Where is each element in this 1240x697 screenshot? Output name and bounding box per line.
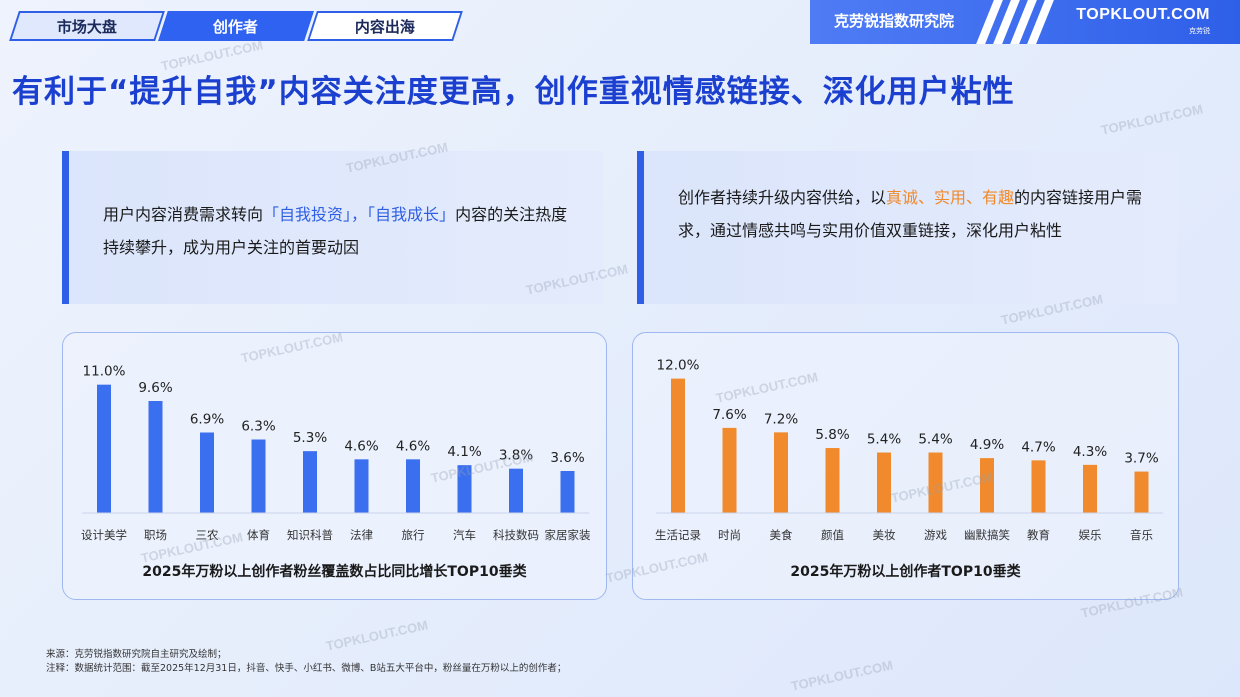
bar-职场 bbox=[148, 401, 163, 513]
value-label: 4.6% bbox=[396, 438, 430, 454]
bar-汽车 bbox=[457, 465, 472, 513]
category-label: 生活记录 bbox=[655, 528, 701, 542]
insight-card-right: 创作者持续升级内容供给，以真诚、实用、有趣的内容链接用户需求，通过情感共鸣与实用… bbox=[637, 151, 1177, 304]
highlight-keywords: 真诚、实用、有趣 bbox=[886, 188, 1015, 207]
highlight-separator: ， bbox=[351, 205, 368, 224]
insight-card-left: 用户内容消费需求转向「自我投资」，「自我成长」内容的关注热度持续攀升，成为用户关… bbox=[62, 151, 603, 304]
tab-overseas[interactable]: 内容出海 bbox=[307, 11, 463, 41]
chart-panel-top10: 12.0% 生活记录 7.6% 时尚 7.2% 美食 5.8% 颜值 5.4% 美妆 5.4% 游戏 4… bbox=[632, 332, 1179, 600]
category-label: 家居家装 bbox=[545, 528, 591, 542]
bar-音乐 bbox=[1134, 471, 1149, 513]
category-label: 汽车 bbox=[453, 528, 476, 542]
tab-market-label: 市场大盘 bbox=[56, 17, 117, 36]
value-label: 4.6% bbox=[344, 438, 378, 454]
brand-logo-sub: 克劳锐 bbox=[1189, 27, 1210, 35]
bar-时尚 bbox=[722, 427, 737, 513]
value-label: 9.6% bbox=[138, 380, 172, 396]
watermark: TOPKLOUT.COM bbox=[1099, 101, 1205, 138]
value-label: 4.9% bbox=[970, 437, 1004, 453]
bar-游戏 bbox=[928, 452, 943, 513]
institute-name: 克劳锐指数研究院 bbox=[834, 12, 955, 30]
value-label: 4.1% bbox=[447, 444, 481, 460]
page-title: 有利于“提升自我”内容关注度更高，创作重视情感链接、深化用户粘性 bbox=[12, 74, 1015, 110]
value-label: 7.2% bbox=[764, 411, 798, 427]
value-label: 4.7% bbox=[1021, 439, 1055, 455]
tab-market[interactable]: 市场大盘 bbox=[9, 11, 165, 41]
category-label: 时尚 bbox=[718, 528, 741, 542]
value-label: 6.3% bbox=[241, 419, 275, 435]
insight-text-left: 用户内容消费需求转向「自我投资」，「自我成长」内容的关注热度持续攀升，成为用户关… bbox=[103, 198, 583, 264]
scope-note: 注释：数据统计范围：截至2025年12月31日，抖音、快手、小红书、微博、B站五… bbox=[46, 663, 567, 674]
category-label: 幽默搞笑 bbox=[964, 528, 1010, 542]
watermark: TOPKLOUT.COM bbox=[789, 657, 895, 694]
bar-教育 bbox=[1031, 460, 1046, 513]
bar-设计美学 bbox=[97, 384, 111, 513]
bar-知识科普 bbox=[303, 451, 317, 513]
bar-三农 bbox=[200, 432, 214, 513]
insight-right-before: 创作者持续升级内容供给，以 bbox=[678, 188, 887, 207]
value-label: 12.0% bbox=[657, 358, 700, 374]
tab-creators-label: 创作者 bbox=[213, 17, 259, 36]
value-label: 11.0% bbox=[83, 364, 126, 380]
chart-title-growth: 2025年万粉以上创作者粉丝覆盖数占比同比增长TOP10垂类 bbox=[142, 564, 527, 580]
bar-颜值 bbox=[825, 448, 840, 513]
footnotes: 来源：克劳锐指数研究院自主研究及绘制； 注释：数据统计范围：截至2025年12月… bbox=[46, 648, 566, 676]
bar-生活记录 bbox=[671, 378, 685, 513]
category-label: 游戏 bbox=[924, 528, 947, 542]
bar-旅行 bbox=[406, 459, 420, 513]
category-label: 颜值 bbox=[821, 528, 844, 542]
category-label: 三农 bbox=[196, 528, 219, 542]
bar-娱乐 bbox=[1083, 464, 1097, 513]
bar-幽默搞笑 bbox=[980, 458, 994, 513]
highlight-self-investment: 「自我投资」 bbox=[263, 205, 352, 224]
brand-bar: 克劳锐指数研究院 TOPKLOUT.COM 克劳锐 bbox=[810, 0, 1240, 44]
category-label: 美妆 bbox=[873, 528, 896, 542]
bar-法律 bbox=[354, 459, 369, 513]
bar-体育 bbox=[251, 439, 266, 513]
value-label: 4.3% bbox=[1073, 444, 1107, 460]
highlight-self-growth: 「自我成长」 bbox=[367, 205, 456, 224]
bar-美妆 bbox=[877, 452, 891, 513]
brand-logo: TOPKLOUT.COM bbox=[1076, 6, 1210, 23]
value-label: 7.6% bbox=[712, 407, 746, 423]
value-label: 3.7% bbox=[1124, 451, 1158, 467]
category-label: 知识科普 bbox=[287, 528, 333, 542]
value-label: 5.3% bbox=[293, 430, 327, 446]
chart-title-top10: 2025年万粉以上创作者TOP10垂类 bbox=[790, 564, 1021, 580]
chart-panel-growth: 11.0% 设计美学 9.6% 职场 6.9% 三农 6.3% 体育 5.3% 知识科普 4.6% 法… bbox=[62, 332, 607, 600]
value-label: 6.9% bbox=[190, 412, 224, 428]
category-label: 体育 bbox=[247, 528, 270, 542]
value-label: 5.8% bbox=[815, 427, 849, 443]
tab-creators[interactable]: 创作者 bbox=[158, 11, 314, 41]
top10-bar-chart: 12.0% 生活记录 7.6% 时尚 7.2% 美食 5.8% 颜值 5.4% 美妆 5.4% 游戏 4… bbox=[655, 358, 1164, 542]
insight-right-after: 的内容链接用户需求，通过情感共鸣与实用价值双重链接，深化用户粘性 bbox=[678, 188, 1143, 240]
category-label: 职场 bbox=[144, 528, 167, 542]
value-label: 3.8% bbox=[499, 448, 533, 464]
category-label: 科技数码 bbox=[493, 528, 539, 542]
category-label: 美食 bbox=[770, 528, 793, 542]
value-label: 3.6% bbox=[550, 450, 584, 466]
insight-left-before: 用户内容消费需求转向 bbox=[103, 205, 264, 224]
category-label: 教育 bbox=[1027, 528, 1050, 542]
value-label: 5.4% bbox=[867, 432, 901, 448]
top-bar: 市场大盘 创作者 内容出海 克劳锐指数研究院 TOPKLOUT.COM 克劳锐 bbox=[0, 0, 1240, 44]
insight-left-after: 内容的关注热度持续攀升，成为用户关注的首要动因 bbox=[103, 205, 568, 257]
category-label: 法律 bbox=[350, 528, 373, 542]
bar-美食 bbox=[774, 432, 788, 513]
category-label: 设计美学 bbox=[81, 528, 127, 542]
insight-text-right: 创作者持续升级内容供给，以真诚、实用、有趣的内容链接用户需求，通过情感共鸣与实用… bbox=[678, 181, 1158, 247]
tab-overseas-label: 内容出海 bbox=[354, 17, 415, 36]
source-note: 来源：克劳锐指数研究院自主研究及绘制； bbox=[46, 649, 227, 660]
category-label: 音乐 bbox=[1130, 528, 1153, 542]
value-label: 5.4% bbox=[918, 432, 952, 448]
category-label: 旅行 bbox=[402, 528, 425, 542]
bar-家居家装 bbox=[560, 471, 575, 513]
growth-bar-chart: 11.0% 设计美学 9.6% 职场 6.9% 三农 6.3% 体育 5.3% 知识科普 4.6% 法… bbox=[81, 364, 591, 542]
bar-科技数码 bbox=[509, 468, 523, 513]
category-label: 娱乐 bbox=[1079, 528, 1102, 542]
